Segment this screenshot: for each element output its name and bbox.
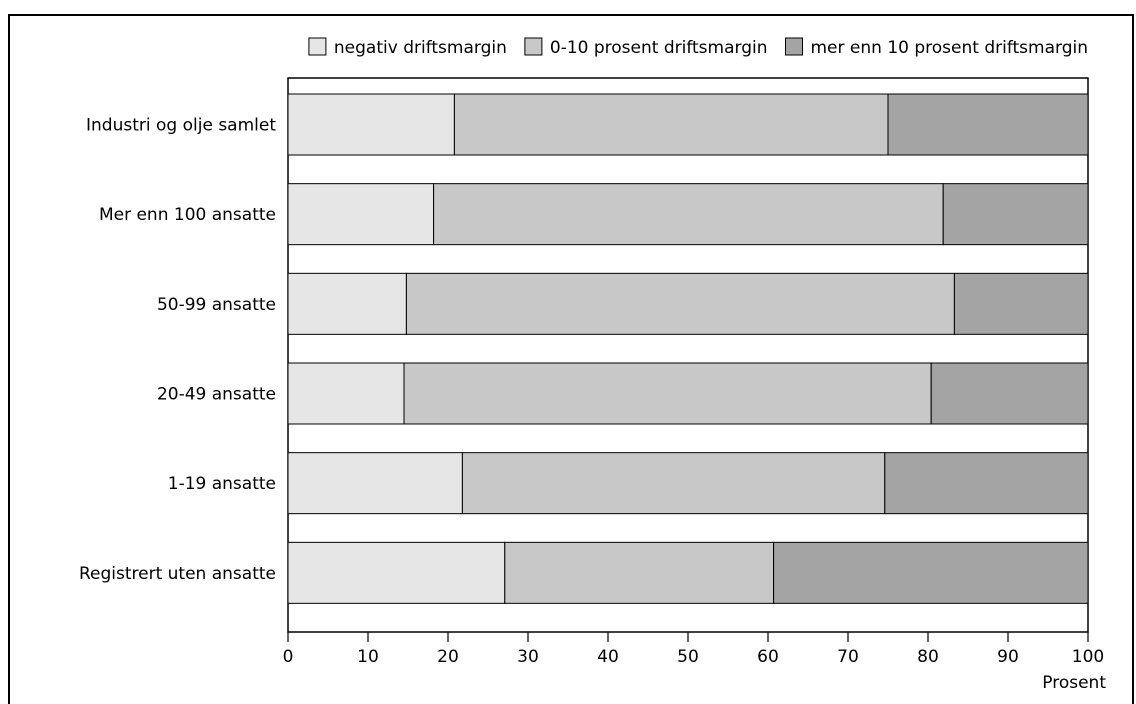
bar-segment-1-3	[887, 93, 1089, 156]
category-label-1: Industri og olje samlet	[86, 116, 276, 136]
x-axis-label: Prosent	[1042, 673, 1106, 693]
category-label-2: Mer enn 100 ansatte	[99, 205, 276, 225]
bar-segment-1-2	[453, 93, 889, 156]
x-tick-label-1: 10	[357, 647, 379, 667]
legend: negativ driftsmargin 0-10 prosent driftsm…	[308, 37, 1089, 58]
legend-item-2: 0-10 prosent driftsmargin	[524, 37, 768, 58]
x-tick-label-8: 80	[917, 647, 939, 667]
bar-segment-2-3	[942, 183, 1089, 246]
legend-item-3: mer enn 10 prosent driftsmargin	[785, 37, 1089, 58]
x-tick-label-0: 0	[283, 647, 294, 667]
bars	[287, 93, 1089, 604]
bar-segment-4-1	[287, 362, 405, 425]
bar-segment-3-1	[287, 272, 407, 335]
bar-segment-6-3	[773, 541, 1089, 604]
bar-segment-3-2	[405, 272, 955, 335]
x-tick-label-5: 50	[677, 647, 699, 667]
category-labels: Industri og olje samlet Mer enn 100 ansat…	[79, 116, 276, 584]
bar-segment-6-2	[504, 541, 775, 604]
bar-segment-5-1	[287, 452, 463, 515]
legend-item-1: negativ driftsmargin	[308, 37, 507, 58]
bar-segment-1-1	[287, 93, 455, 156]
legend-label-3: mer enn 10 prosent driftsmargin	[811, 38, 1089, 58]
category-label-4: 20-49 ansatte	[157, 385, 276, 405]
category-label-3: 50-99 ansatte	[157, 295, 276, 315]
x-axis: 0 10 20 30 40 50 60 70 80 90 100	[283, 632, 1104, 667]
bar-segment-3-3	[953, 272, 1089, 335]
bar-segment-2-2	[433, 183, 944, 246]
bar-segment-6-1	[287, 541, 506, 604]
x-tick-label-10: 100	[1072, 647, 1104, 667]
x-tick-label-9: 90	[997, 647, 1019, 667]
x-tick-label-4: 40	[597, 647, 619, 667]
bar-segment-5-2	[461, 452, 886, 515]
category-label-5: 1-19 ansatte	[168, 474, 276, 494]
bar-segment-4-3	[930, 362, 1089, 425]
legend-label-1: negativ driftsmargin	[334, 38, 507, 58]
chart-frame	[8, 14, 1134, 704]
x-tick-label-3: 30	[517, 647, 539, 667]
legend-swatch-1	[308, 37, 327, 56]
x-tick-label-7: 70	[837, 647, 859, 667]
bar-segment-2-1	[287, 183, 435, 246]
category-label-6: Registrert uten ansatte	[79, 564, 276, 584]
bar-segment-5-3	[884, 452, 1089, 515]
legend-label-2: 0-10 prosent driftsmargin	[550, 38, 768, 58]
x-tick-label-6: 60	[757, 647, 779, 667]
bar-segment-4-2	[403, 362, 932, 425]
legend-swatch-3	[785, 37, 803, 56]
legend-swatch-2	[524, 37, 543, 56]
x-tick-label-2: 20	[437, 647, 459, 667]
